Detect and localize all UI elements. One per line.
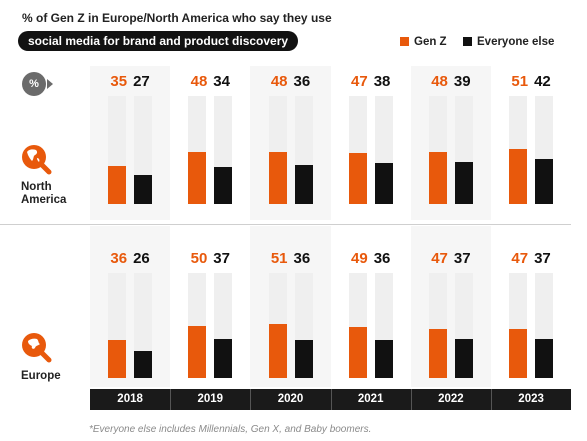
year-separator xyxy=(170,389,172,410)
year-label-2019: 2019 xyxy=(197,393,224,405)
value-label-gen-z-2020: 51 xyxy=(270,250,288,267)
legend-gen-z-swatch xyxy=(400,37,409,46)
year-separator xyxy=(330,389,332,410)
value-label-everyone-else-2020: 36 xyxy=(293,250,311,267)
column-background xyxy=(491,66,572,220)
bar-everyone-else-2020 xyxy=(294,340,313,378)
year-separator xyxy=(491,389,492,410)
bar-everyone-else-2022 xyxy=(454,161,473,204)
bar-gen-z-2022 xyxy=(428,328,447,378)
bar-everyone-else-2023 xyxy=(535,158,554,204)
value-label-gen-z-2023: 47 xyxy=(511,250,529,267)
legend-gen-z: Gen Z xyxy=(400,36,447,48)
value-label-everyone-else-2018: 26 xyxy=(133,250,150,267)
value-label-gen-z-2020: 48 xyxy=(270,73,288,90)
bar-gen-z-2018 xyxy=(108,340,127,378)
bar-everyone-else-2022 xyxy=(454,339,473,378)
value-label-everyone-else-2020: 36 xyxy=(293,73,311,90)
bar-everyone-else-2023 xyxy=(535,339,554,378)
value-label-everyone-else-2023: 42 xyxy=(534,73,551,90)
year-label-2023: 2023 xyxy=(518,393,544,405)
bar-gen-z-2020 xyxy=(268,152,287,204)
column-background xyxy=(330,66,411,220)
bar-everyone-else-2018 xyxy=(134,174,153,204)
value-label-everyone-else-2023: 37 xyxy=(534,250,551,267)
bar-gen-z-2021 xyxy=(348,153,367,204)
value-label-everyone-else-2022: 39 xyxy=(453,73,471,90)
bar-everyone-else-2019 xyxy=(214,339,233,378)
year-label-2021: 2021 xyxy=(357,393,384,405)
column-background xyxy=(90,226,171,387)
value-label-gen-z-2022: 47 xyxy=(431,250,448,267)
legend-everyone-else-label: Everyone else xyxy=(477,36,555,48)
percent-arrow-icon xyxy=(47,79,53,89)
value-label-everyone-else-2021: 38 xyxy=(373,73,391,90)
bar-gen-z-2020 xyxy=(268,324,287,378)
legend-everyone-else: Everyone else xyxy=(463,36,554,48)
column-background xyxy=(410,66,491,220)
column-background xyxy=(250,226,331,387)
bar-everyone-else-2019 xyxy=(214,167,233,204)
value-label-everyone-else-2022: 37 xyxy=(453,250,471,267)
north-america-globe-icon xyxy=(22,145,52,175)
bar-everyone-else-2021 xyxy=(374,340,393,378)
value-label-gen-z-2018: 36 xyxy=(110,250,128,267)
value-label-gen-z-2021: 49 xyxy=(351,250,368,267)
bar-gen-z-2023 xyxy=(509,328,528,378)
column-background xyxy=(90,66,171,220)
bar-everyone-else-2018 xyxy=(134,350,153,378)
europe-globe-icon xyxy=(22,333,52,363)
value-label-everyone-else-2018: 27 xyxy=(133,73,150,90)
value-label-gen-z-2018: 35 xyxy=(110,73,128,90)
panel-divider xyxy=(0,224,571,225)
year-separator xyxy=(250,389,252,410)
value-label-everyone-else-2019: 34 xyxy=(213,73,230,90)
value-label-gen-z-2019: 50 xyxy=(190,250,208,267)
bar-gen-z-2018 xyxy=(108,166,127,204)
column-background xyxy=(330,226,411,387)
year-label-2022: 2022 xyxy=(438,393,464,405)
column-background xyxy=(491,226,572,387)
chart-title-line2: social media for brand and product disco… xyxy=(18,31,299,51)
legend-gen-z-label: Gen Z xyxy=(414,36,447,48)
bar-gen-z-2022 xyxy=(428,152,447,204)
bar-everyone-else-2020 xyxy=(294,165,313,204)
bar-gen-z-2019 xyxy=(188,152,207,204)
value-label-gen-z-2021: 47 xyxy=(351,73,368,90)
footnote: *Everyone else includes Millennials, Gen… xyxy=(89,424,372,435)
legend-everyone-else-swatch xyxy=(463,37,472,46)
value-label-everyone-else-2019: 37 xyxy=(213,250,230,267)
bar-everyone-else-2021 xyxy=(374,162,393,204)
column-background xyxy=(170,66,251,220)
year-separator xyxy=(410,389,412,410)
europe-label: Europe xyxy=(21,370,61,382)
column-background xyxy=(410,226,491,387)
value-label-gen-z-2023: 51 xyxy=(511,73,529,90)
chart-title-line1: % of Gen Z in Europe/North America who s… xyxy=(22,11,332,25)
bar-gen-z-2023 xyxy=(509,148,528,204)
bar-gen-z-2019 xyxy=(188,325,207,378)
bar-gen-z-2021 xyxy=(348,326,367,378)
value-label-gen-z-2022: 48 xyxy=(431,73,448,90)
column-background xyxy=(250,66,331,220)
north-america-label: North America xyxy=(21,181,67,206)
value-label-everyone-else-2021: 36 xyxy=(373,250,391,267)
column-background xyxy=(170,226,251,387)
year-label-2020: 2020 xyxy=(277,393,304,405)
percent-badge: % xyxy=(22,72,46,96)
value-label-gen-z-2019: 48 xyxy=(190,73,208,90)
year-axis-bar xyxy=(90,389,571,410)
year-label-2018: 2018 xyxy=(117,393,143,405)
